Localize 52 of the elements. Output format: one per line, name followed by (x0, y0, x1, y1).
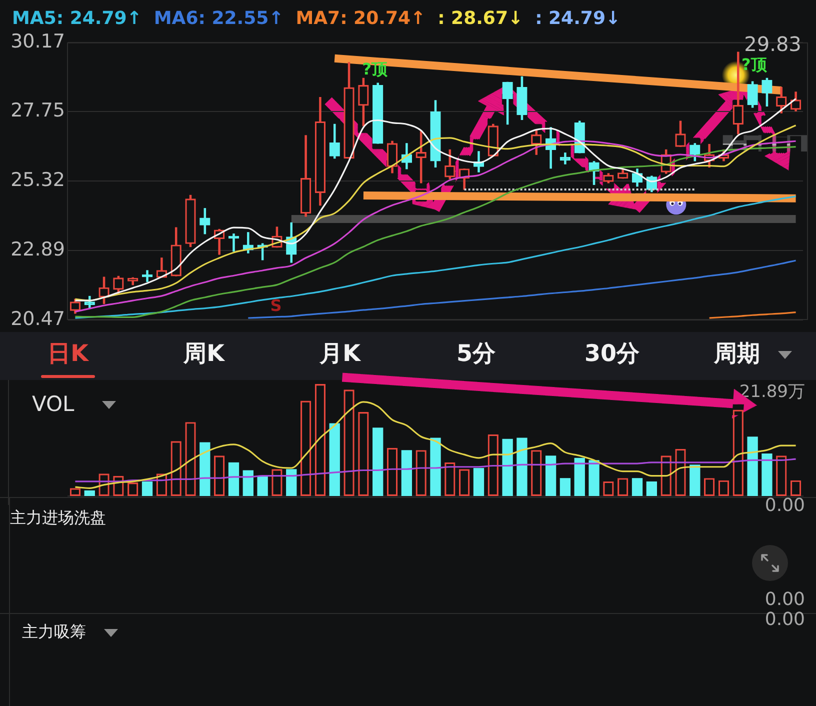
annotation: ?顶 (742, 55, 768, 74)
text: 0.00 (764, 589, 805, 611)
text: 周K (184, 341, 224, 369)
y-tick-label: 22.89 (10, 238, 65, 261)
bar (286, 469, 297, 496)
line-series (74, 196, 797, 319)
bar (329, 423, 340, 496)
y-tick-label: 20.47 (10, 308, 65, 330)
bar (257, 476, 268, 496)
text: 日K (48, 341, 88, 369)
text: MA7: 20.74↑ (296, 8, 426, 28)
bar (142, 481, 153, 496)
bar (502, 438, 513, 496)
text: 30分 (584, 341, 640, 369)
bar (762, 453, 772, 496)
bar (430, 438, 441, 496)
text: : 28.67↓ (438, 8, 524, 28)
bar (560, 478, 571, 496)
annotation: S (270, 296, 282, 316)
y-tick-label: 27.75 (10, 100, 65, 122)
bar (516, 438, 528, 496)
bar (473, 468, 484, 496)
annotation: 29.83 (744, 32, 802, 56)
bar (545, 456, 556, 496)
bar (84, 490, 95, 496)
line-series (247, 260, 797, 319)
bar (228, 462, 240, 496)
bar (372, 428, 384, 496)
bar (401, 450, 412, 496)
bar (747, 436, 758, 496)
bar (242, 470, 254, 496)
bar (200, 442, 210, 496)
annotation: ?顶 (362, 60, 388, 79)
text: 5分 (456, 341, 496, 369)
text: 主力吸筹 (22, 622, 86, 642)
text: 0.00 (764, 609, 805, 631)
text: 月K (320, 341, 360, 369)
y-tick-label: 30.17 (10, 30, 65, 52)
annotation: 0.00 (764, 495, 805, 517)
text: MA6: 22.55↑ (154, 8, 284, 28)
bar (646, 481, 658, 496)
text: 主力进场洗盘 (10, 508, 106, 528)
bar (690, 464, 700, 496)
bar (588, 460, 600, 496)
bar (632, 478, 643, 496)
text: : 24.79↓ (535, 8, 621, 28)
y-tick-label: 25.32 (10, 169, 65, 192)
annotation: 21.89万 (739, 382, 805, 402)
chart-title: VOL (32, 392, 74, 418)
text: MA5: 24.79↑ (12, 8, 142, 28)
text: 周期 (714, 341, 760, 369)
bar (574, 458, 585, 496)
